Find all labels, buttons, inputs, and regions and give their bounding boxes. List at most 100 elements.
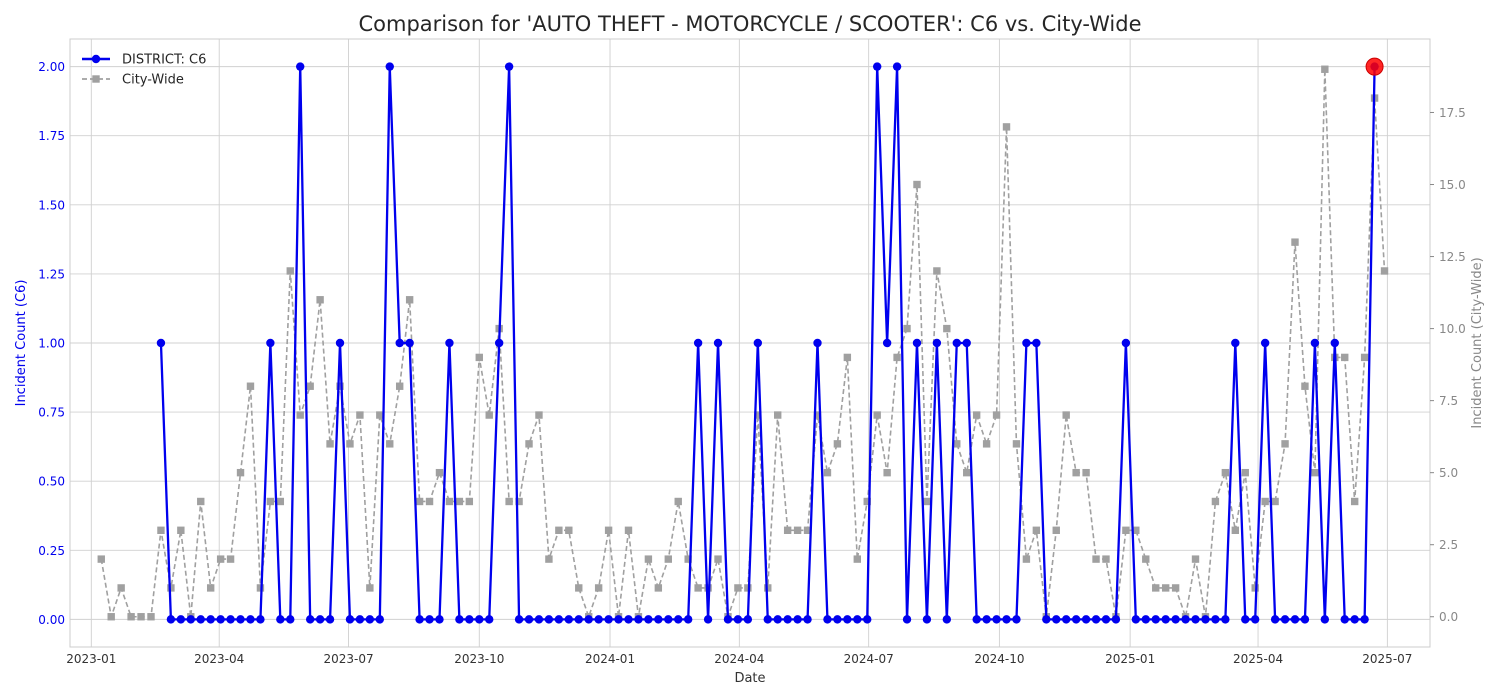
x-tick-label: 2024-07 (844, 652, 894, 666)
c6-point (1121, 338, 1131, 348)
c6-point (1052, 615, 1061, 624)
right-tick-label: 2.5 (1439, 538, 1458, 552)
c6-point (1032, 338, 1041, 348)
citywide-point (1231, 526, 1240, 534)
c6-point (286, 615, 295, 624)
c6-point (1111, 615, 1121, 624)
c6-point (773, 615, 782, 624)
c6-point (902, 615, 912, 624)
citywide-point (1301, 382, 1309, 390)
c6-point (992, 615, 1001, 624)
right-axis-ticks: 0.0 2.5 5.0 7.5 10.0 12.5 15.0 17.5 (1430, 106, 1466, 624)
x-axis-ticks: 2023-01 2023-04 2023-07 2023-10 2024-01 2024-… (66, 652, 1412, 666)
c6-point (196, 615, 205, 624)
citywide-point (674, 497, 682, 506)
citywide-point (555, 526, 563, 534)
c6-point (803, 615, 812, 624)
c6-point (863, 615, 872, 624)
citywide-point (594, 584, 603, 592)
citywide-point (1032, 526, 1041, 534)
c6-point (753, 338, 763, 348)
c6-point (186, 615, 195, 624)
citywide-point (236, 468, 245, 477)
c6-point (693, 338, 703, 348)
right-tick-label: 7.5 (1439, 394, 1458, 408)
c6-point (853, 615, 862, 624)
c6-point (345, 615, 355, 624)
citywide-point (266, 497, 275, 506)
c6-point (624, 615, 633, 624)
citywide-point (216, 555, 225, 563)
c6-point (723, 615, 733, 624)
c6-point (554, 615, 564, 624)
left-tick-label: 0.00 (38, 613, 65, 627)
citywide-point (644, 555, 653, 563)
x-tick-label: 2023-01 (66, 652, 116, 666)
citywide-point (1341, 353, 1349, 362)
c6-point (574, 615, 583, 624)
c6-point (1360, 615, 1369, 624)
citywide-point (485, 411, 493, 419)
citywide-point (97, 555, 105, 563)
c6-point (683, 615, 693, 624)
citywide-point (654, 584, 663, 592)
citywide-point (425, 497, 434, 506)
c6-point (395, 338, 404, 348)
c6-point (1171, 615, 1180, 624)
x-tick-label: 2024-01 (585, 652, 635, 666)
citywide-point (1271, 497, 1279, 506)
citywide-point (1291, 238, 1299, 246)
citywide-point (346, 440, 354, 448)
citywide-point (197, 497, 205, 506)
citywide-point (1132, 526, 1140, 534)
citywide-point (366, 584, 374, 592)
c6-point (1300, 615, 1310, 624)
c6-point (156, 338, 166, 348)
c6-point (1280, 615, 1290, 624)
citywide-point (276, 497, 285, 506)
citywide-point (624, 526, 633, 534)
c6-point (1002, 615, 1011, 624)
citywide-point (127, 613, 135, 621)
citywide-point (1211, 497, 1220, 506)
citywide-point (1171, 584, 1180, 592)
c6-point (1330, 338, 1339, 348)
c6-point (176, 615, 186, 624)
citywide-point (833, 440, 842, 448)
c6-point (972, 615, 981, 624)
citywide-point (206, 584, 215, 592)
x-tick-label: 2025-04 (1233, 652, 1283, 666)
c6-point (1340, 615, 1349, 624)
x-tick-label: 2023-10 (454, 652, 504, 666)
right-tick-label: 10.0 (1439, 322, 1466, 336)
citywide-point (306, 382, 314, 390)
c6-point (296, 62, 305, 71)
c6-point (166, 615, 176, 624)
citywide-point (853, 555, 861, 563)
c6-point (713, 338, 723, 348)
c6-point (385, 62, 394, 71)
c6-point (315, 615, 325, 624)
citywide-point (774, 411, 782, 419)
c6-point (1161, 615, 1170, 624)
citywide-point (1380, 267, 1389, 275)
citywide-point (1360, 353, 1369, 362)
c6-point (783, 615, 792, 624)
left-tick-label: 1.00 (38, 337, 65, 351)
c6-point (594, 615, 603, 624)
c6-point (922, 615, 932, 624)
c6-point (534, 615, 544, 624)
citywide-point (117, 584, 125, 592)
left-axis-label: Incident Count (C6) (14, 280, 29, 407)
c6-point (405, 338, 414, 348)
c6-point (435, 615, 444, 624)
c6-point (485, 615, 494, 624)
citywide-point (863, 497, 871, 506)
c6-point (465, 615, 474, 624)
citywide-point (992, 411, 1001, 419)
citywide-point (565, 526, 573, 534)
c6-point (1191, 615, 1200, 624)
citywide-point (316, 296, 324, 304)
citywide-point (1072, 468, 1080, 477)
c6-point (872, 62, 882, 71)
